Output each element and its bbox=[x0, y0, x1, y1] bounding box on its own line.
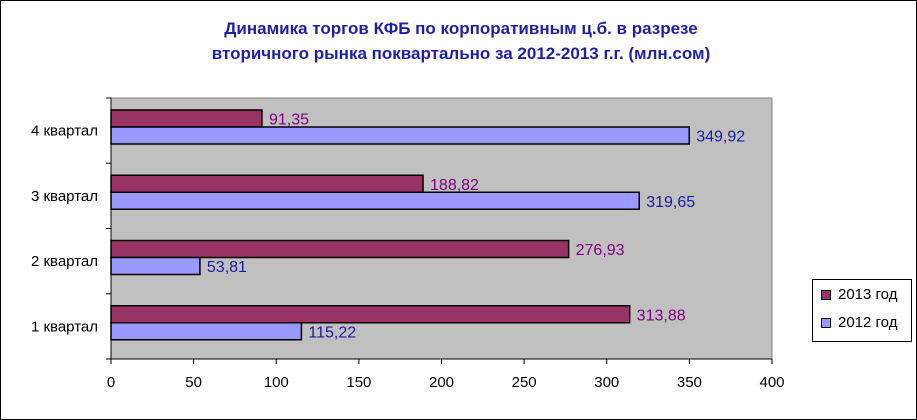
x-tick-label: 150 bbox=[346, 374, 371, 391]
chart-title-line-2: вторичного рынка поквартально за 2012-20… bbox=[211, 44, 711, 63]
legend-label-2012: 2012 год bbox=[838, 314, 898, 332]
legend-item-2013: 2013 год bbox=[821, 286, 897, 304]
legend: 2013 год 2012 год bbox=[812, 279, 912, 342]
data-label: 313,88 bbox=[637, 307, 686, 324]
legend-swatch-2012 bbox=[821, 318, 831, 329]
legend-label-2013: 2013 год bbox=[838, 286, 898, 304]
category-label: 4 квартал bbox=[31, 123, 98, 140]
data-label: 188,82 bbox=[430, 177, 479, 194]
x-tick-label: 250 bbox=[512, 374, 537, 391]
data-label: 53,81 bbox=[207, 259, 247, 276]
category-label: 1 квартал bbox=[31, 318, 98, 335]
bar-2013 bbox=[110, 174, 424, 193]
bar-2012 bbox=[110, 191, 640, 210]
bar-2012 bbox=[110, 322, 303, 341]
x-tick-label: 0 bbox=[107, 374, 115, 391]
x-tick-label: 400 bbox=[759, 374, 784, 391]
data-label: 319,65 bbox=[646, 194, 695, 211]
data-label: 349,92 bbox=[696, 129, 745, 146]
data-label: 91,35 bbox=[269, 112, 309, 129]
chart-title: Динамика торгов КФБ по корпоративным ц.б… bbox=[101, 16, 821, 66]
bar-2013 bbox=[110, 239, 570, 259]
legend-item-2012: 2012 год bbox=[821, 314, 897, 332]
bar-2013 bbox=[110, 109, 263, 128]
x-tick-label: 300 bbox=[594, 374, 619, 391]
legend-swatch-2013 bbox=[821, 290, 831, 301]
bar-2013 bbox=[110, 305, 631, 324]
x-tick-label: 350 bbox=[677, 374, 702, 391]
bar-2012 bbox=[110, 126, 690, 145]
data-label: 115,22 bbox=[308, 324, 356, 341]
bar-2012 bbox=[110, 256, 201, 276]
category-label: 2 квартал bbox=[31, 253, 98, 270]
x-tick-label: 200 bbox=[429, 374, 454, 391]
x-tick-label: 100 bbox=[264, 374, 289, 391]
category-label: 3 квартал bbox=[31, 188, 98, 205]
x-tick-label: 50 bbox=[185, 374, 202, 391]
data-label: 276,93 bbox=[576, 242, 625, 259]
chart-title-line-1: Динамика торгов КФБ по корпоративным ц.б… bbox=[224, 19, 698, 38]
